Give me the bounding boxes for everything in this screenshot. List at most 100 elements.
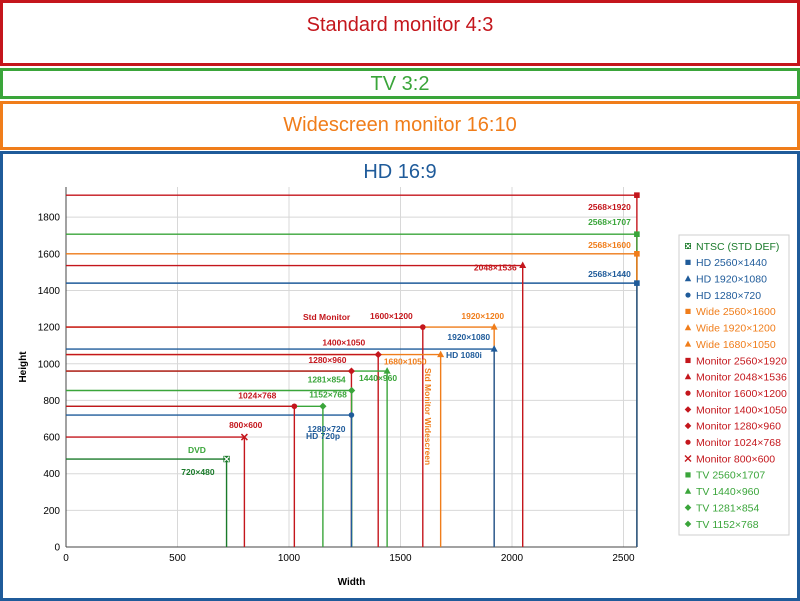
legend-marker	[685, 308, 691, 314]
data-point-triangle	[437, 350, 445, 358]
data-point-diamond	[348, 386, 356, 395]
legend-marker	[684, 275, 692, 282]
legend-entry: Wide 1680×1050	[696, 339, 776, 351]
legend-entry: TV 1440×960	[696, 486, 760, 498]
annotation-label: DVD	[188, 445, 206, 455]
data-label: 2048×1536	[474, 263, 517, 273]
widescreen-title: Widescreen monitor 16:10	[283, 114, 517, 136]
legend-marker	[685, 439, 691, 445]
data-label: 1920×1200	[461, 311, 504, 321]
data-label: 2568×1707	[588, 217, 631, 227]
x-tick-label: 500	[169, 553, 186, 564]
legend-entry: NTSC (STD DEF)	[696, 241, 779, 253]
data-point-x	[240, 433, 248, 441]
data-point-diamond	[374, 350, 382, 359]
y-tick-label: 1600	[38, 249, 61, 260]
legend-marker	[685, 259, 691, 265]
data-point-triangle	[519, 261, 527, 269]
annotation-label: Std Monitor Widescreen	[423, 368, 433, 465]
x-tick-label: 2500	[612, 553, 635, 564]
data-label: 1280×960	[308, 355, 346, 365]
y-tick-label: 1800	[38, 213, 61, 224]
legend-entry: Monitor 2048×1536	[696, 372, 787, 384]
x-tick-label: 1000	[278, 553, 301, 564]
data-point-square	[634, 192, 640, 198]
data-point-diamond	[319, 402, 327, 410]
legend-entry: Wide 1920×1200	[696, 323, 776, 335]
legend-marker	[684, 422, 692, 430]
data-label: 1440×960	[359, 373, 397, 383]
data-label: 1600×1200	[370, 311, 413, 321]
y-axis-label: Height	[18, 351, 29, 383]
legend-entry: TV 1152×768	[696, 519, 759, 531]
legend-entry: HD 1920×1080	[696, 274, 767, 286]
annotation-label: HD 1080i	[446, 350, 482, 360]
data-label: 1152×768	[309, 389, 347, 399]
legend-entry: Monitor 1600×1200	[696, 388, 787, 400]
data-point-circle	[420, 324, 426, 330]
data-label: 2568×1440	[588, 269, 631, 279]
standard-monitor-title: Standard monitor 4:3	[306, 14, 494, 36]
legend-entry: HD 1280×720	[696, 290, 761, 302]
legend-marker	[685, 472, 691, 478]
y-tick-label: 800	[43, 396, 60, 407]
data-label: 1281×854	[308, 375, 346, 385]
legend-marker	[684, 340, 692, 347]
data-label: 720×480	[181, 467, 215, 477]
legend-marker	[684, 487, 692, 494]
y-tick-label: 600	[43, 433, 60, 444]
y-tick-label: 0	[54, 543, 60, 554]
annotation-label: Std Monitor	[303, 312, 351, 322]
x-axis-label: Width	[338, 577, 366, 588]
tv-band: TV 3:2	[0, 68, 800, 99]
legend-marker	[684, 324, 692, 331]
legend-marker	[684, 504, 692, 511]
data-point-square	[634, 251, 640, 257]
legend-entry: Monitor 1024×768	[696, 437, 781, 449]
data-label: 1280×720	[307, 424, 345, 434]
y-tick-label: 1400	[38, 286, 61, 297]
tv-title: TV 3:2	[370, 73, 430, 95]
data-point-square	[634, 280, 640, 286]
legend-marker	[684, 373, 692, 380]
data-label: 800×600	[229, 420, 263, 430]
x-tick-label: 2000	[501, 553, 524, 564]
legend-entry: Monitor 2560×1920	[696, 355, 787, 367]
widescreen-monitor-band: Widescreen monitor 16:10	[0, 101, 800, 150]
legend-marker	[684, 520, 692, 528]
hd-band: HD 16:9	[0, 151, 800, 601]
data-point-square	[634, 231, 640, 237]
legend	[678, 234, 790, 536]
x-tick-label: 0	[63, 553, 69, 564]
annotation-label: HD 720p	[306, 431, 340, 441]
data-point-triangle	[490, 345, 498, 352]
legend-marker	[685, 390, 691, 396]
legend-entry: Wide 2560×1600	[696, 306, 776, 318]
legend-entry: TV 2560×1707	[696, 470, 765, 482]
data-point-box-x	[223, 456, 230, 462]
legend-entry: Monitor 1400×1050	[696, 404, 787, 416]
y-tick-label: 400	[43, 469, 60, 480]
legend-entry: TV 1281×854	[696, 502, 760, 514]
legend-marker	[684, 406, 692, 413]
legend-marker	[685, 292, 691, 298]
y-tick-label: 200	[43, 506, 60, 517]
legend-entry: HD 2560×1440	[696, 257, 767, 269]
y-tick-label: 1000	[38, 359, 61, 370]
legend-marker	[685, 357, 691, 364]
data-point-circle	[291, 403, 298, 410]
data-label: 1400×1050	[322, 338, 365, 348]
legend-marker-x	[685, 243, 691, 249]
data-point-triangle	[490, 323, 498, 330]
data-label: 1024×768	[238, 390, 276, 400]
legend-entry: Monitor 1280×960	[696, 421, 781, 433]
standard-monitor-band: Standard monitor 4:3	[0, 0, 800, 66]
data-point-triangle	[383, 367, 391, 374]
legend-entry: Monitor 800×600	[696, 453, 775, 465]
hd-title: HD 16:9	[363, 161, 437, 183]
data-label: 1920×1080	[447, 332, 490, 342]
data-point-circle	[348, 412, 355, 418]
y-tick-label: 1200	[38, 323, 61, 334]
x-tick-label: 1500	[389, 553, 412, 564]
